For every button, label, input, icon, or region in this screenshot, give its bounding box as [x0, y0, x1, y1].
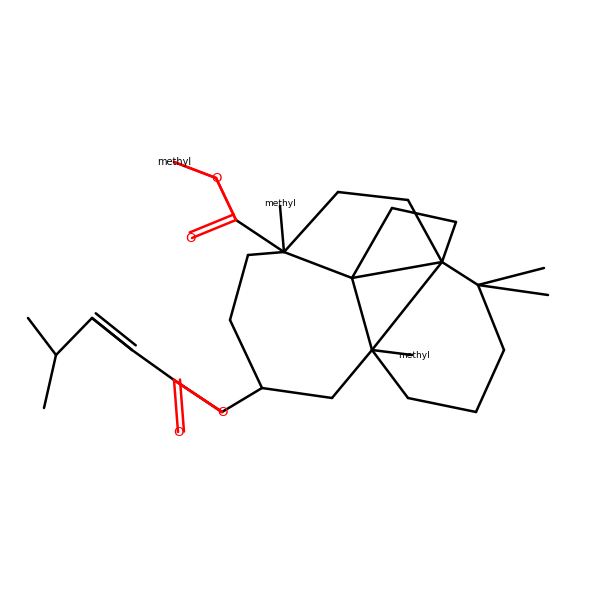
Text: O: O: [173, 425, 183, 439]
Text: methyl: methyl: [398, 350, 430, 359]
Text: O: O: [185, 232, 195, 245]
Text: O: O: [211, 172, 221, 185]
Text: methyl: methyl: [157, 157, 191, 167]
Text: methyl: methyl: [264, 199, 296, 208]
Text: O: O: [217, 406, 227, 419]
